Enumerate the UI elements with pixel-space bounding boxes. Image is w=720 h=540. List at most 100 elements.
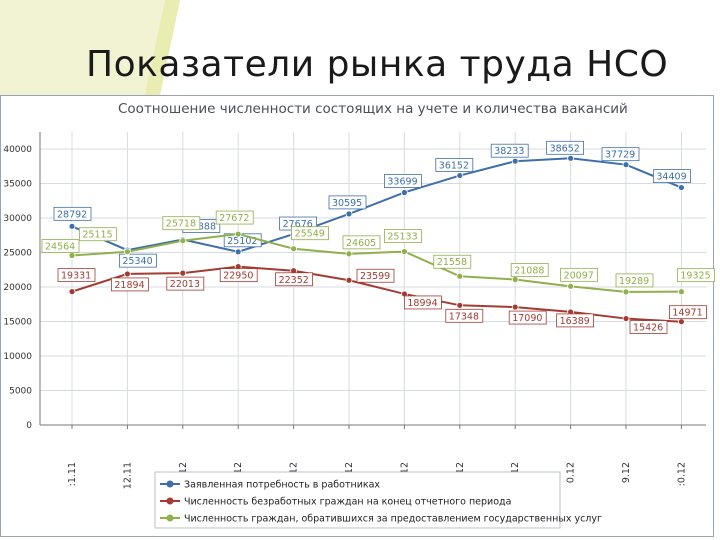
data-label-box	[275, 272, 314, 287]
data-label-box	[508, 310, 547, 325]
data-label: 18994	[407, 298, 437, 309]
series-line	[71, 265, 682, 323]
data-label: 24605	[346, 238, 376, 249]
data-label-box	[556, 313, 594, 328]
data-point	[400, 248, 408, 255]
data-point	[124, 248, 131, 256]
data-point	[179, 269, 187, 277]
data-point	[511, 276, 519, 283]
data-label: 22013	[170, 279, 200, 290]
data-label: 25102	[227, 236, 257, 247]
data-label: 19289	[619, 276, 649, 287]
data-label-box	[291, 226, 330, 241]
data-point	[345, 276, 353, 284]
data-label-box	[433, 254, 472, 269]
data-label-box	[79, 227, 117, 242]
data-label-box	[219, 268, 258, 283]
data-point	[345, 210, 353, 218]
data-label: 25549	[295, 229, 325, 240]
data-label-box	[383, 229, 422, 243]
data-point	[124, 270, 131, 278]
data-label: 30595	[332, 198, 362, 209]
slide-title: Показатели рынка труда НСО	[86, 44, 669, 85]
data-label: 38652	[550, 143, 580, 154]
data-point	[622, 315, 630, 322]
y-tick-label: 40000	[3, 145, 32, 155]
x-tick-label: 9.12	[621, 462, 632, 483]
data-label: 27676	[283, 219, 313, 230]
data-point	[68, 252, 76, 259]
data-label-box	[383, 174, 422, 188]
data-label-box	[53, 206, 92, 221]
legend-marker	[166, 514, 174, 522]
data-label-box	[490, 143, 529, 158]
data-label: 21894	[114, 280, 144, 291]
data-label: 17090	[512, 313, 542, 324]
data-label: 21558	[437, 257, 467, 268]
chart-title: Соотношение численности состоящих на уче…	[118, 101, 628, 117]
data-label-box	[601, 147, 640, 162]
y-tick-label: 15000	[3, 318, 32, 328]
data-point	[678, 318, 685, 326]
series-line	[71, 157, 682, 253]
data-label-box	[119, 253, 157, 268]
legend-marker	[166, 497, 174, 505]
y-tick-label: 0	[26, 421, 32, 431]
data-label-box	[546, 140, 584, 155]
data-point	[179, 237, 187, 245]
y-tick-label: 20000	[3, 283, 32, 293]
legend-label: Численность граждан, обратившихся за пре…	[184, 514, 602, 525]
data-label: 24564	[45, 242, 75, 253]
data-label: 22950	[223, 271, 253, 282]
data-label-box	[510, 263, 549, 277]
data-label: 25340	[122, 256, 152, 267]
data-point	[290, 245, 298, 253]
data-label-box	[166, 276, 205, 291]
data-point	[456, 301, 464, 309]
data-label-box	[41, 239, 80, 253]
data-point	[678, 184, 685, 191]
y-tick-label: 10000	[3, 352, 32, 362]
data-label-box	[445, 308, 484, 323]
y-tick-label: 35000	[3, 180, 32, 190]
data-label-box	[669, 305, 707, 320]
data-label-box	[615, 273, 654, 288]
data-point	[68, 222, 76, 230]
legend-label: Численность безработных граждан на конец…	[184, 497, 511, 508]
data-label: 15426	[633, 323, 663, 334]
data-label-box	[342, 235, 381, 250]
x-tick-label: :0.12	[676, 462, 687, 486]
data-label-box	[328, 195, 367, 210]
data-label-box	[435, 158, 474, 172]
data-label: 38233	[494, 146, 524, 157]
data-label: 37729	[605, 150, 635, 161]
data-point	[567, 154, 574, 162]
data-label-box	[215, 210, 254, 225]
data-point	[622, 161, 630, 169]
legend-label: Заявленная потребность в работниках	[184, 480, 380, 491]
data-label: 26888	[186, 221, 216, 232]
data-label-box	[162, 216, 201, 231]
data-label-box	[677, 268, 715, 283]
data-point	[68, 288, 76, 296]
data-label: 23599	[360, 271, 390, 282]
y-tick-label: 25000	[3, 249, 32, 259]
data-point	[234, 248, 242, 256]
data-point	[678, 288, 685, 296]
data-label-box	[403, 295, 442, 310]
data-point	[511, 157, 519, 165]
data-label: 16389	[560, 316, 590, 327]
data-label: 14971	[672, 308, 702, 319]
data-point	[567, 282, 574, 290]
x-tick-label: 12.11	[122, 462, 133, 489]
data-point	[456, 172, 464, 179]
data-point	[622, 288, 630, 296]
data-point	[345, 250, 353, 258]
data-label: 33699	[387, 176, 417, 187]
data-label: 17348	[449, 311, 479, 322]
data-label: 19325	[680, 271, 710, 282]
data-label: 19331	[61, 271, 91, 282]
corner-accent-decoration	[0, 0, 180, 95]
data-label: 34409	[656, 172, 686, 183]
